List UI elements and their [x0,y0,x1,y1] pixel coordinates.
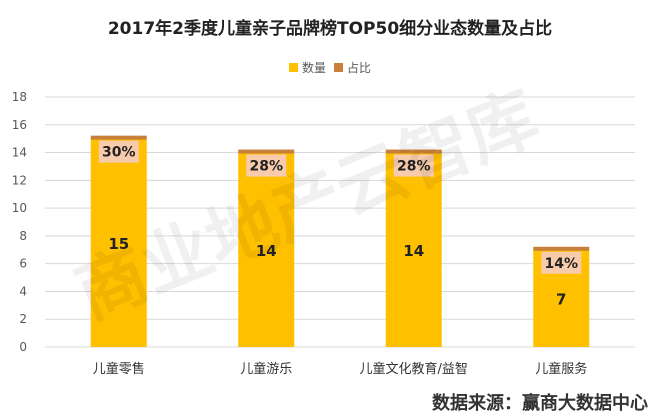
data-label-count: 14 [403,242,424,260]
data-label-share-box [541,251,582,274]
legend-label-0: 数量 [302,60,326,75]
source-note: 数据来源：赢商大数据中心 [432,393,648,414]
chart-title: 2017年2季度儿童亲子品牌榜TOP50细分业态数量及占比 [108,18,552,39]
data-label-count: 14 [256,242,277,260]
y-axis: 0 2 4 6 8 10 12 14 16 18 [12,90,27,354]
bar-count [385,152,442,347]
y-tick-label: 10 [12,201,27,215]
x-axis: 儿童零售 儿童游乐 儿童文化教育/益智 儿童服务 [93,361,588,377]
legend-swatch-0 [289,63,298,72]
y-tick-label: 16 [12,118,27,132]
data-label-share: 30% [102,145,136,161]
bar-share-cap [533,246,590,251]
x-tick-label: 儿童零售 [93,361,145,377]
data-label-share-box [246,154,287,177]
y-tick-label: 0 [19,340,27,354]
data-label-share-box [393,154,434,177]
bar-share-cap [238,149,295,154]
y-tick-label: 4 [19,284,27,298]
data-label-share: 28% [249,159,283,175]
y-tick-label: 18 [12,90,27,104]
bars: 15 30% 14 28% 14 28% 7 14% [90,135,590,347]
data-label-share-box [98,140,139,163]
bar-count [90,138,147,347]
bar-share-cap [385,149,442,154]
data-label-count: 15 [108,235,129,253]
data-label-share: 14% [544,256,578,272]
data-label-share: 28% [397,159,431,175]
data-label-count: 7 [556,290,566,308]
bar-share-cap [90,135,147,140]
legend: 数量 占比 [289,60,371,75]
bar-count [238,152,295,347]
y-tick-label: 2 [19,312,27,326]
legend-swatch-1 [334,63,343,72]
y-tick-label: 12 [12,173,27,187]
legend-label-1: 占比 [347,60,371,75]
x-tick-label: 儿童服务 [535,361,587,377]
x-tick-label: 儿童文化教育/益智 [360,361,468,377]
y-tick-label: 14 [12,146,27,160]
x-tick-label: 儿童游乐 [240,361,292,377]
y-tick-label: 8 [19,229,27,243]
y-tick-label: 6 [19,257,27,271]
